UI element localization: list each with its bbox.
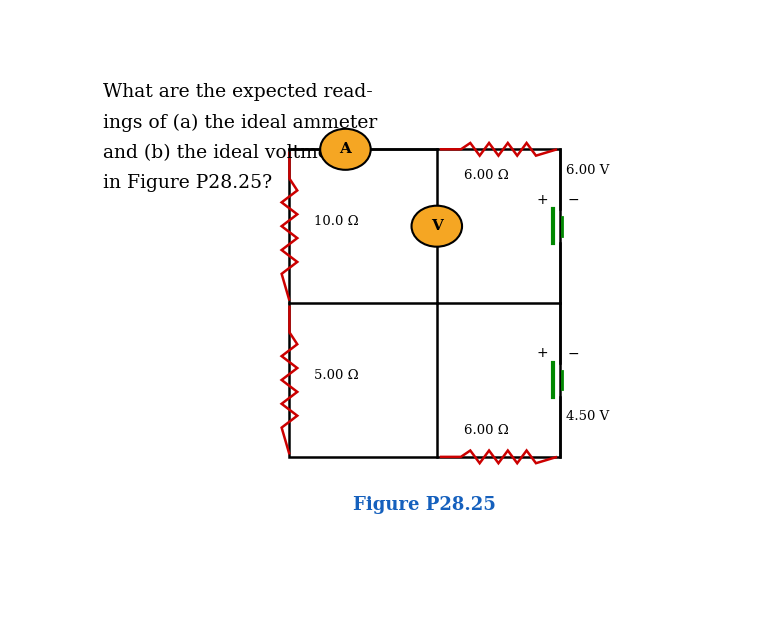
- Text: 5.00 Ω: 5.00 Ω: [314, 368, 359, 382]
- Text: V: V: [431, 219, 443, 233]
- Circle shape: [411, 205, 462, 247]
- Text: ings of (a) the ideal ammeter: ings of (a) the ideal ammeter: [103, 113, 377, 132]
- Text: and (b) the ideal voltmeter: and (b) the ideal voltmeter: [103, 144, 356, 162]
- Text: 10.0 Ω: 10.0 Ω: [314, 215, 359, 228]
- Text: +: +: [536, 193, 548, 207]
- Text: A: A: [340, 142, 352, 157]
- Text: 6.00 V: 6.00 V: [566, 164, 609, 177]
- Text: −: −: [567, 193, 579, 207]
- Text: −: −: [567, 346, 579, 361]
- Text: +: +: [536, 346, 548, 361]
- Text: in Figure P28.25?: in Figure P28.25?: [103, 174, 272, 192]
- Text: What are the expected read-: What are the expected read-: [103, 84, 372, 101]
- Circle shape: [320, 129, 371, 170]
- Bar: [289, 150, 560, 457]
- Text: 6.00 Ω: 6.00 Ω: [464, 424, 509, 437]
- Text: 4.50 V: 4.50 V: [566, 410, 609, 423]
- Text: Figure P28.25: Figure P28.25: [353, 496, 496, 514]
- Text: 6.00 Ω: 6.00 Ω: [464, 169, 509, 182]
